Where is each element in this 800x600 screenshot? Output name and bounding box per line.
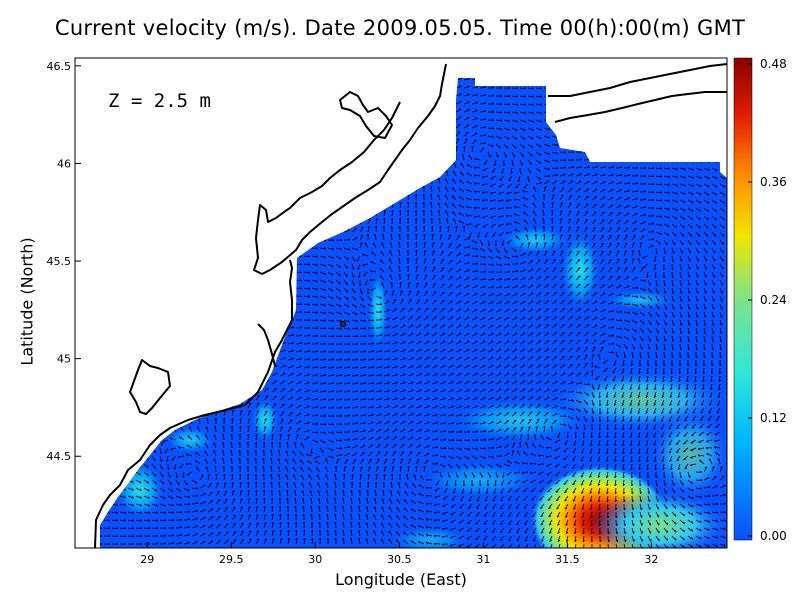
- x-tick-label: 29.5: [219, 553, 244, 566]
- x-tick-label: 31: [476, 553, 490, 566]
- colorbar-tick-label: 0.00: [760, 529, 787, 543]
- y-tick-label: 45.5: [47, 255, 72, 268]
- colorbar-tick-label: 0.12: [760, 411, 787, 425]
- x-axis-label: Longitude (East): [335, 570, 467, 589]
- x-tick-label: 31.5: [555, 553, 580, 566]
- colorbar-ticks: 0.00 0.12 0.24 0.36 0.48: [748, 57, 787, 543]
- coastline: [94, 63, 727, 548]
- colorbar-tick-label: 0.48: [760, 57, 787, 71]
- map-title: Current velocity (m/s). Date 2009.05.05.…: [54, 16, 746, 40]
- depth-label: Z = 2.5 m: [108, 90, 211, 112]
- y-tick-label: 46.5: [47, 60, 72, 73]
- x-tick-label: 29: [140, 553, 154, 566]
- y-axis-ticks: 44.5 45 45.5 46 46.5: [47, 60, 81, 463]
- x-tick-label: 30: [308, 553, 322, 566]
- y-tick-label: 45: [57, 353, 71, 366]
- x-axis-ticks: 29 29.5 30 30.5 31 31.5 32: [140, 542, 658, 566]
- y-tick-label: 44.5: [47, 450, 72, 463]
- colorbar: [733, 57, 753, 541]
- island-marker: [340, 321, 346, 327]
- x-tick-label: 30.5: [387, 553, 412, 566]
- y-tick-label: 46: [57, 157, 71, 170]
- colorbar-tick-label: 0.24: [760, 293, 787, 307]
- colorbar-tick-label: 0.36: [760, 175, 787, 189]
- x-tick-label: 32: [644, 553, 658, 566]
- y-axis-label: Latitude (North): [17, 237, 37, 366]
